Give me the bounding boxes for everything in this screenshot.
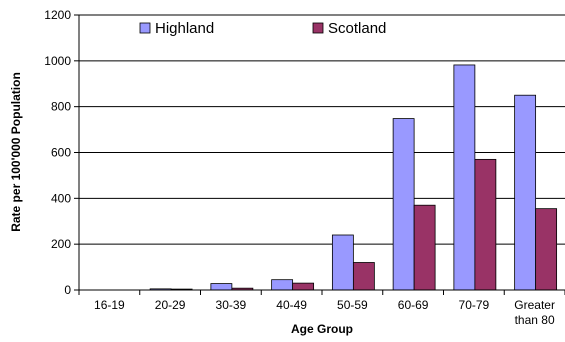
y-tick-label: 1200 [44,8,71,22]
bar-scotland [535,208,558,291]
y-tick-label: 400 [51,191,71,205]
y-tick-label: 600 [51,146,71,160]
y-tick-label: 0 [64,283,71,297]
y-tick-labels: 0 200 400 600 800 1000 1200 [44,8,71,297]
bar-highland [331,234,354,291]
x-tick-label-line: 60-69 [398,298,429,312]
bar-highland [453,64,476,291]
y-tick-label: 1000 [44,54,71,68]
bar-scotland [352,262,375,291]
x-tick-label: 70-79 [459,298,490,312]
x-tick-label-line: 20-29 [155,298,186,312]
bar-highland [392,118,415,291]
x-tick-label: 60-69 [398,298,429,312]
x-tick-label-line: 70-79 [459,298,490,312]
legend-label-scotland: Scotland [328,20,386,37]
x-tick-label-line: 30-39 [216,298,247,312]
bar-highland [514,94,537,291]
bar-scotland [413,204,436,291]
bars [149,64,558,291]
x-axis-title: Age Group [291,322,353,336]
x-tick-label: 50-59 [337,298,368,312]
x-tick-label: 30-39 [216,298,247,312]
legend-swatch-highland [139,22,151,34]
x-tick-label: 40-49 [276,298,307,312]
x-tick-labels: 16-19 20-29 30-39 40-49 50-59 60-69 70-79 Great… [94,298,555,327]
gridlines [74,14,565,291]
bar-scotland [292,282,315,291]
legend-swatch-scotland [312,22,324,34]
legend: Highland Scotland [139,20,386,37]
bar-highland [210,283,233,291]
x-tick-label-line: Greater [514,298,555,312]
x-tick-label-line: 16-19 [94,298,125,312]
axes [78,15,565,295]
x-tick-label: 20-29 [155,298,186,312]
x-tick-label-line: than 80 [515,313,555,327]
y-tick-label: 200 [51,237,71,251]
x-tick-label-line: 50-59 [337,298,368,312]
y-tick-label: 800 [51,100,71,114]
bar-scotland [474,158,497,291]
x-tick-label: Greater than 80 [514,298,555,327]
legend-label-highland: Highland [155,20,214,37]
y-axis-title: Rate per 100'000 Population [9,72,23,232]
bar-highland [271,279,294,291]
x-tick-label: 16-19 [94,298,125,312]
x-tick-label-line: 40-49 [276,298,307,312]
